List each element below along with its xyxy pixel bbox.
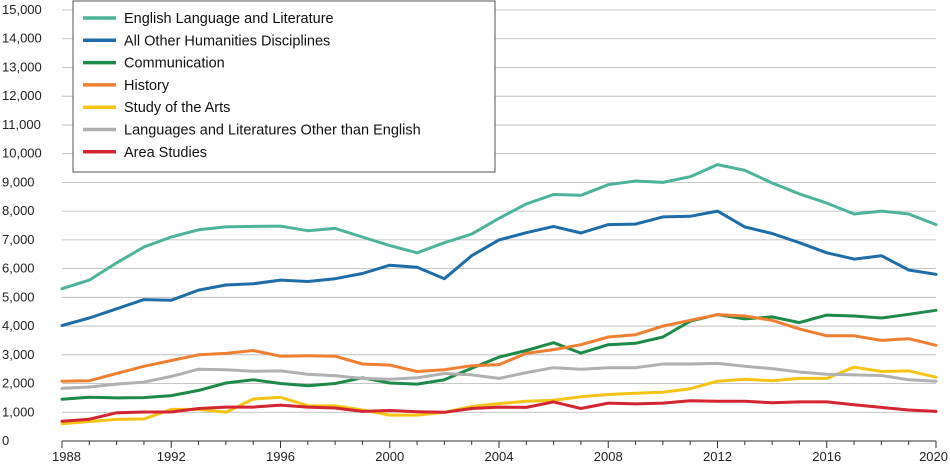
series-line-7 [60, 399, 938, 423]
x-tick-label: 1988 [52, 449, 81, 464]
x-tick-label: 2000 [375, 449, 404, 464]
legend-label: Area Studies [124, 145, 207, 161]
series-lines [60, 163, 938, 426]
y-tick-label: 13,000 [2, 59, 42, 74]
legend-label: English Language and Literature [124, 11, 334, 27]
y-tick-label: 5,000 [2, 289, 35, 304]
y-tick-label: 11,000 [2, 117, 41, 132]
y-tick-label: 2,000 [2, 376, 35, 391]
y-tick-label: 9,000 [2, 174, 35, 189]
x-tick-label: 2008 [594, 449, 623, 464]
y-tick-label: 14,000 [2, 31, 42, 46]
series-line-6 [60, 361, 938, 390]
legend-label: Study of the Arts [124, 100, 230, 116]
y-tick-label: 3,000 [2, 347, 35, 362]
y-tick-label: 1,000 [2, 404, 35, 419]
y-tick-label: 15,000 [2, 2, 42, 17]
legend: English Language and Literature All Other… [72, 0, 496, 173]
series-line-4 [60, 313, 938, 383]
y-tick-label: 7,000 [2, 232, 35, 247]
x-tick-label: 1996 [266, 449, 295, 464]
y-tick-label: 0 [2, 433, 9, 448]
x-tick-label: 1992 [157, 449, 186, 464]
x-axis: 1988 1992 1996 2000 2004 2008 2012 2016 2020 [52, 440, 948, 464]
y-tick-label: 6,000 [2, 261, 35, 276]
x-tick-label: 2020 [919, 449, 948, 464]
legend-label: History [124, 78, 170, 94]
series-line-1 [60, 163, 938, 291]
series-line-5 [60, 365, 938, 426]
series-line-2 [60, 209, 938, 327]
legend-label: Languages and Literatures Other than Eng… [124, 123, 421, 139]
legend-label: Communication [124, 56, 225, 72]
y-tick-label: 8,000 [2, 203, 35, 218]
y-axis-ticks: 0 1,000 2,000 3,000 4,000 5,000 6,000 7,000 8,00… [2, 2, 42, 448]
legend-label: All Other Humanities Disciplines [124, 33, 330, 49]
x-tick-label: 2012 [703, 449, 732, 464]
y-tick-label: 4,000 [2, 318, 35, 333]
x-tick-label: 2004 [485, 449, 514, 464]
y-tick-label: 10,000 [2, 146, 42, 161]
x-tick-label: 2016 [812, 449, 841, 464]
legend-box [72, 0, 496, 173]
series-line-3 [60, 308, 938, 401]
y-tick-label: 12,000 [2, 88, 42, 103]
